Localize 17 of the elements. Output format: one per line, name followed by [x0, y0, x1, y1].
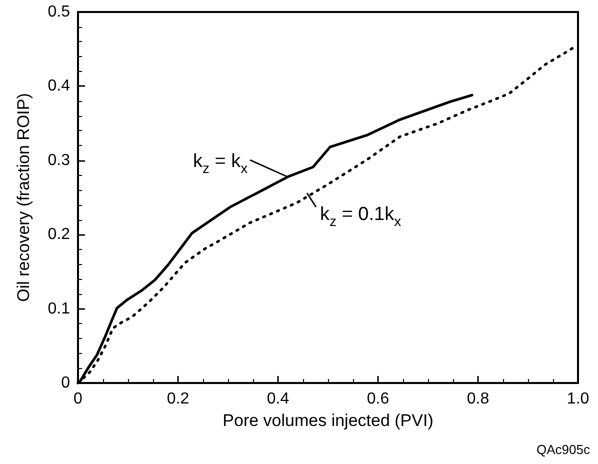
- y-tick-label: 0.3: [48, 152, 70, 169]
- x-tick-label: 0.2: [166, 390, 190, 408]
- y-tick-label: 0.4: [48, 78, 70, 95]
- x-tick-label: 0.8: [466, 390, 490, 408]
- x-tick-label: 0.4: [266, 390, 290, 408]
- x-axis-title: Pore volumes injected (PVI): [222, 410, 434, 430]
- y-tick-label: 0.1: [48, 300, 70, 318]
- x-tick-label: 0.6: [366, 390, 390, 408]
- legend-label: k$_{z}$ = k$_{x}$: [193, 151, 248, 176]
- y-tick-label: 0: [61, 374, 70, 392]
- text: QAc905c: [536, 442, 590, 457]
- y-axis-title: Oil recovery (fraction ROIP): [14, 93, 33, 302]
- y-tick-label: 0.2: [48, 226, 70, 244]
- x-tick-label: 0: [74, 390, 83, 408]
- series-label: k$_{z}$ = 0.1k$_{x}$: [320, 204, 402, 229]
- x-tick-label: 1.0: [566, 390, 590, 408]
- y-tick-label: 0.5: [48, 4, 70, 20]
